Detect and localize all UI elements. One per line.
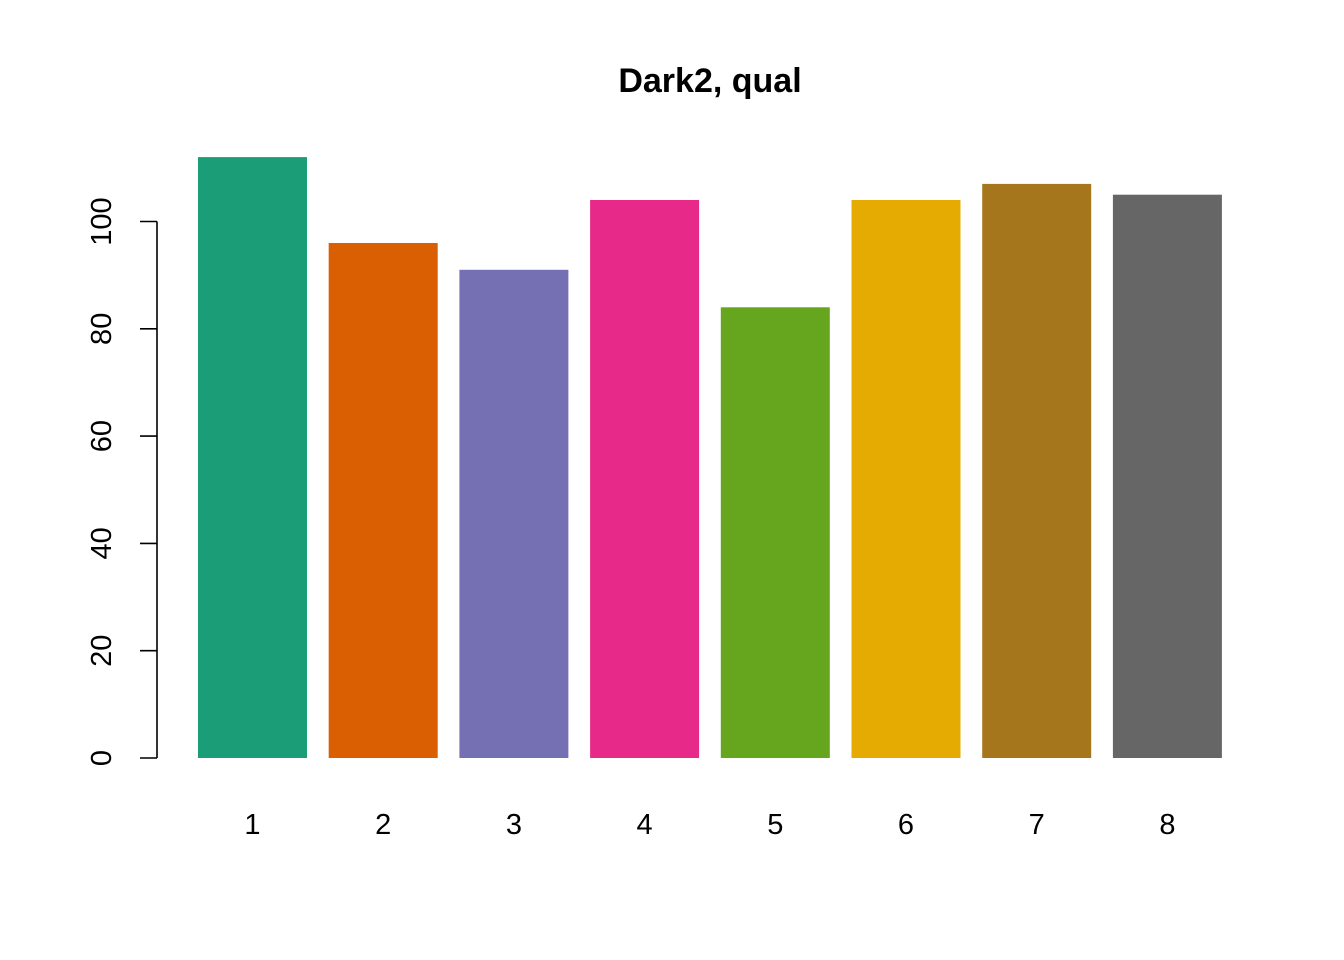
bar-2 [328, 243, 438, 758]
chart-title: Dark2, qual [618, 62, 801, 100]
y-tick-label-40: 40 [86, 527, 118, 559]
bar-6 [851, 200, 961, 758]
y-tick-label-80: 80 [86, 313, 118, 345]
x-tick-label-4: 4 [637, 809, 653, 841]
y-tick-label-20: 20 [86, 635, 118, 667]
bar-5 [720, 307, 830, 758]
y-tick-label-60: 60 [86, 420, 118, 452]
bar-4 [590, 200, 700, 758]
bar-7 [982, 183, 1092, 758]
x-tick-label-6: 6 [898, 809, 914, 841]
bar-3 [459, 269, 569, 758]
bar-1 [198, 157, 307, 759]
y-tick-label-100: 100 [86, 197, 118, 245]
x-tick-label-5: 5 [767, 809, 783, 841]
x-tick-labels: 1 2 3 4 5 6 7 8 [244, 809, 1175, 841]
bar-8 [1112, 194, 1222, 758]
x-tick-label-2: 2 [375, 809, 391, 841]
bars-group [198, 157, 1222, 759]
x-tick-label-1: 1 [244, 809, 260, 841]
y-axis: 0 20 40 60 80 100 [86, 197, 158, 766]
y-tick-label-0: 0 [86, 750, 118, 766]
x-tick-label-3: 3 [506, 809, 522, 841]
x-tick-label-7: 7 [1029, 809, 1045, 841]
x-tick-label-8: 8 [1159, 809, 1175, 841]
